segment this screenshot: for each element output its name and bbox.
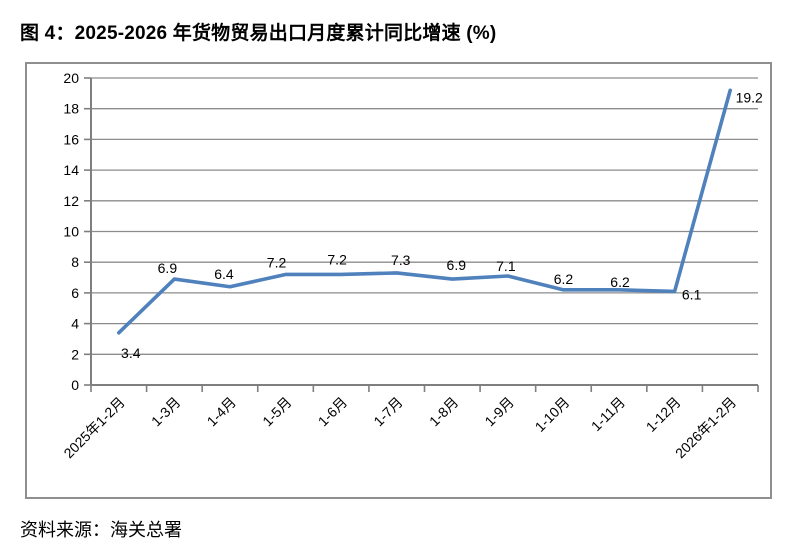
y-tick-label: 8	[71, 254, 79, 270]
x-tick-label: 1-6月	[315, 394, 351, 430]
y-tick-label: 10	[63, 224, 79, 240]
data-label: 6.9	[158, 260, 178, 276]
x-tick-label: 1-3月	[148, 394, 184, 430]
data-label: 6.1	[682, 286, 702, 302]
data-label: 7.3	[391, 252, 411, 268]
data-label: 6.4	[214, 266, 234, 282]
data-label: 7.1	[496, 258, 516, 274]
x-tick-label: 1-8月	[426, 394, 462, 430]
x-tick-label: 1-5月	[259, 394, 295, 430]
y-tick-label: 16	[63, 131, 79, 147]
y-tick-label: 4	[71, 316, 79, 332]
data-label: 7.2	[327, 251, 347, 267]
y-tick-label: 6	[71, 285, 79, 301]
x-tick-label: 1-4月	[204, 394, 240, 430]
y-tick-label: 12	[63, 193, 79, 209]
x-tick-label: 1-10月	[532, 394, 573, 435]
data-label: 6.2	[554, 271, 574, 287]
x-tick-label: 1-7月	[370, 394, 406, 430]
x-tick-label: 1-11月	[588, 394, 628, 434]
figure-title: 图 4：2025-2026 年货物贸易出口月度累计同比增速 (%)	[20, 23, 497, 44]
data-label: 6.9	[447, 257, 467, 273]
data-label: 7.2	[267, 254, 287, 270]
export-growth-line-chart: 0 2 4 6 8 10 12 14 16 18 20 2025年1-2月 1-3月 1-4月 1-5月 1-…	[60, 70, 763, 461]
data-label: 3.4	[121, 345, 141, 361]
series-line	[116, 88, 733, 335]
y-tick-label: 2	[71, 346, 79, 362]
x-tick-label: 1-12月	[643, 394, 684, 435]
y-tick-label: 20	[63, 70, 79, 86]
y-tick-label: 18	[63, 101, 79, 117]
data-label: 6.2	[610, 274, 630, 290]
x-tick-label: 2025年1-2月	[60, 394, 127, 461]
x-tick-label: 1-9月	[481, 394, 517, 430]
data-label: 19.2	[736, 89, 763, 105]
chart-frame: 0 2 4 6 8 10 12 14 16 18 20 2025年1-2月 1-3月 1-4月 1-5月 1-…	[25, 62, 772, 499]
y-tick-label: 14	[63, 162, 79, 178]
source-note: 资料来源：海关总署	[20, 520, 182, 540]
y-tick-label: 0	[71, 377, 79, 393]
